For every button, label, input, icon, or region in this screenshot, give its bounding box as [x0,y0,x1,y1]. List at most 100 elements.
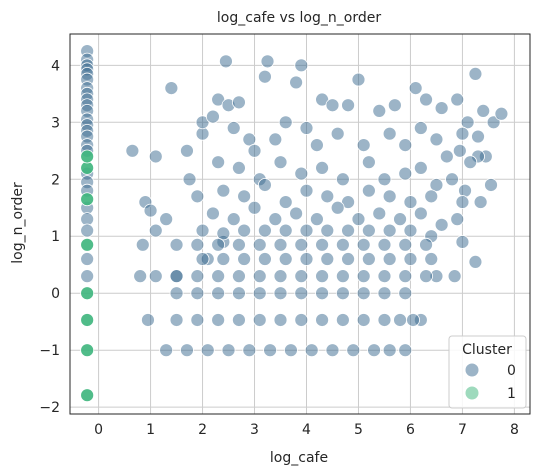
point-cluster-0 [299,223,314,238]
point-cluster-0 [164,81,179,96]
point-cluster-0 [258,69,272,84]
point-cluster-0 [382,126,397,141]
point-cluster-0 [403,195,418,209]
point-cluster-0 [273,286,288,301]
point-cluster-0 [135,237,150,252]
point-cluster-0 [190,269,205,284]
point-cluster-0 [356,286,371,301]
point-cluster-0 [252,313,267,327]
point-cluster-0 [382,189,397,204]
point-cluster-0 [398,166,413,181]
point-cluster-0 [268,212,283,227]
plot-frame [69,33,531,415]
point-cluster-0 [216,183,231,198]
point-cluster-0 [169,286,184,301]
point-cluster-0 [315,313,329,327]
point-cluster-0 [206,109,220,124]
legend-label-0: 0 [507,363,516,379]
point-cluster-0 [80,223,95,238]
y-tick-label: 1 [51,229,60,245]
point-cluster-0 [159,212,174,227]
point-cluster-0 [320,252,335,266]
point-cluster-0 [398,237,413,252]
y-axis-label: log_n_order [10,182,26,264]
point-cluster-0 [141,313,155,327]
x-tick-label: 1 [146,422,155,438]
point-cluster-0 [315,237,329,252]
point-cluster-0 [346,343,361,358]
point-cluster-0 [216,252,231,266]
point-cluster-0 [341,252,355,266]
point-cluster-0 [320,223,335,238]
point-cluster-1 [80,237,95,252]
point-cluster-0 [361,223,376,238]
x-tick-label: 0 [94,422,103,438]
point-cluster-0 [335,286,350,301]
x-axis-label: log_cafe [270,450,328,466]
point-cluster-0 [284,343,298,358]
point-cluster-0 [494,106,509,121]
point-cluster-0 [273,237,288,252]
point-cluster-0 [403,223,418,238]
point-cluster-0 [242,343,257,358]
point-cluster-0 [356,138,371,152]
point-cluster-0 [190,237,205,252]
point-cluster-0 [398,138,413,152]
point-cluster-0 [242,132,257,147]
point-cluster-1 [80,343,95,358]
point-cluster-0 [382,252,397,266]
point-cluster-0 [367,343,381,358]
point-cluster-0 [393,313,407,327]
point-cluster-0 [237,189,252,204]
point-cluster-0 [294,58,309,73]
point-cluster-0 [309,138,324,152]
point-cluster-0 [315,92,329,107]
point-cluster-0 [458,183,472,198]
point-cluster-0 [252,286,267,301]
legend-title: Cluster [462,342,512,358]
x-tick-label: 8 [510,422,519,438]
point-cluster-0 [468,66,483,81]
point-cluster-0 [413,121,428,135]
point-cluster-0 [486,115,501,130]
point-cluster-0 [80,252,95,266]
point-cluster-0 [216,226,231,241]
point-cluster-0 [419,237,433,252]
point-cluster-0 [133,269,148,284]
point-cluster-0 [252,237,267,252]
point-cluster-1 [80,192,95,207]
point-cluster-0 [455,195,470,209]
point-cluster-0 [195,223,210,238]
point-cluster-0 [455,126,470,141]
y-tick-label: 4 [51,58,60,74]
point-cluster-0 [361,183,376,198]
point-cluster-0 [460,115,475,130]
point-cluster-0 [403,252,418,266]
y-tick-label: −1 [39,343,60,359]
point-cluster-0 [377,237,392,252]
point-cluster-0 [190,286,205,301]
point-cluster-0 [169,313,184,327]
point-cluster-0 [169,269,184,284]
point-cluster-0 [468,254,483,269]
point-cluster-0 [419,269,433,284]
x-tick-label: 4 [302,422,311,438]
point-cluster-0 [382,223,397,238]
point-cluster-1 [80,149,95,164]
point-cluster-0 [341,223,355,238]
point-cluster-0 [450,92,465,107]
point-cluster-0 [484,178,498,192]
y-tick-label: −2 [39,400,60,416]
point-cluster-0 [211,155,226,170]
point-cluster-0 [335,172,350,187]
point-cluster-0 [406,313,420,327]
x-tick-label: 6 [406,422,415,438]
point-cluster-0 [455,235,470,249]
point-cluster-0 [273,155,288,170]
point-cluster-0 [232,95,246,110]
point-cluster-0 [273,313,288,327]
point-cluster-0 [434,217,449,232]
point-cluster-0 [258,223,272,238]
x-tick-label: 7 [458,422,467,438]
